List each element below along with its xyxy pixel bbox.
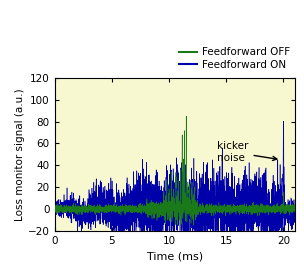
X-axis label: Time (ms): Time (ms) [147, 251, 203, 261]
Legend: Feedforward OFF, Feedforward ON: Feedforward OFF, Feedforward ON [179, 48, 290, 70]
Y-axis label: Loss monitor signal (a.u.): Loss monitor signal (a.u.) [15, 88, 25, 221]
Text: kicker
noise: kicker noise [217, 141, 277, 163]
